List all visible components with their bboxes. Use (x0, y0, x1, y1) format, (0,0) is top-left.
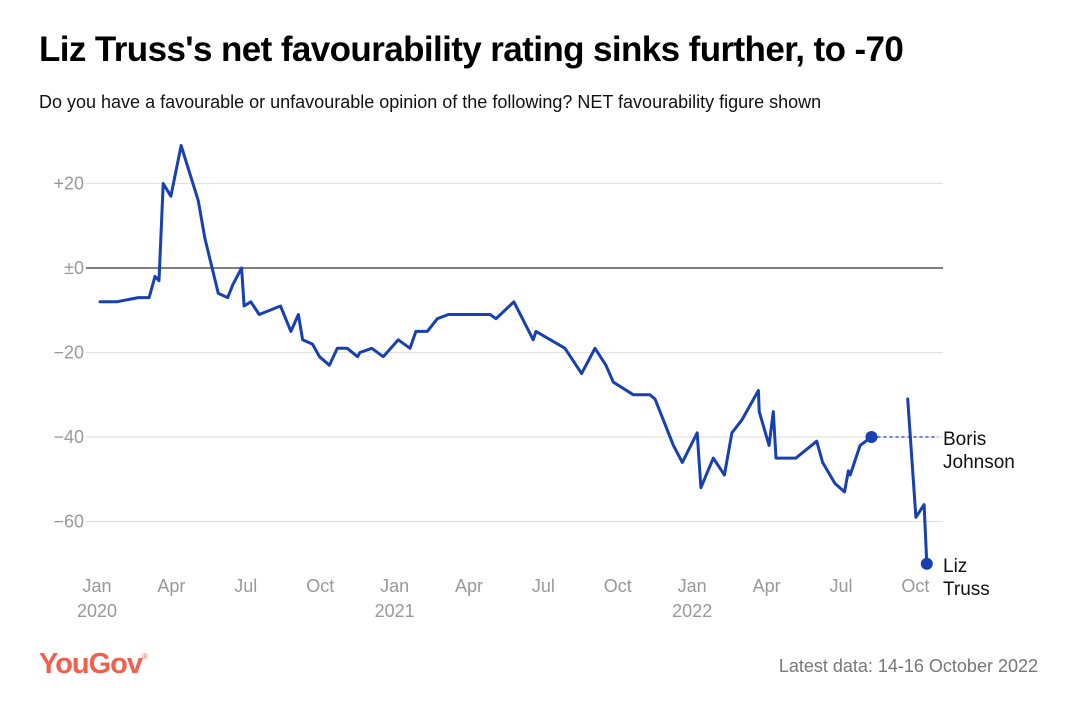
chart-subtitle: Do you have a favourable or unfavourable… (39, 92, 822, 112)
x-tick-year-label: 2022 (672, 601, 712, 621)
series-label: Johnson (943, 452, 1015, 473)
x-tick-label: Oct (604, 576, 632, 596)
y-tick-label: +20 (53, 174, 84, 194)
x-tick-label: Jan (678, 576, 707, 596)
series-label: Truss (943, 579, 990, 600)
y-tick-label: −40 (53, 427, 84, 447)
x-tick-label: Jul (532, 576, 555, 596)
y-tick-label: −60 (53, 512, 84, 532)
yougov-logo: YouGov® (39, 648, 148, 680)
x-tick-year-label: 2020 (77, 601, 117, 621)
x-tick-label: Apr (753, 576, 781, 596)
latest-data-note: Latest data: 14-16 October 2022 (778, 656, 1038, 676)
series-line-boris-johnson (98, 144, 873, 494)
x-tick-label: Apr (455, 576, 483, 596)
x-tick-label: Oct (306, 576, 334, 596)
x-tick-year-label: 2021 (375, 601, 415, 621)
x-tick-label: Jul (829, 576, 852, 596)
chart-title: Liz Truss's net favourability rating sin… (39, 30, 904, 69)
x-tick-label: Jan (82, 576, 111, 596)
logo-text: YouGov (39, 648, 143, 680)
x-tick-label: Jan (380, 576, 409, 596)
series-label: Boris (943, 429, 986, 450)
x-tick-label: Oct (901, 576, 929, 596)
series-line-liz-truss (906, 397, 929, 566)
x-tick-label: Apr (157, 576, 185, 596)
y-tick-label: ±0 (64, 258, 84, 278)
x-tick-label: Jul (234, 576, 257, 596)
end-point-marker (920, 557, 933, 570)
series-label: Liz (943, 556, 967, 577)
y-tick-label: −20 (53, 343, 84, 363)
